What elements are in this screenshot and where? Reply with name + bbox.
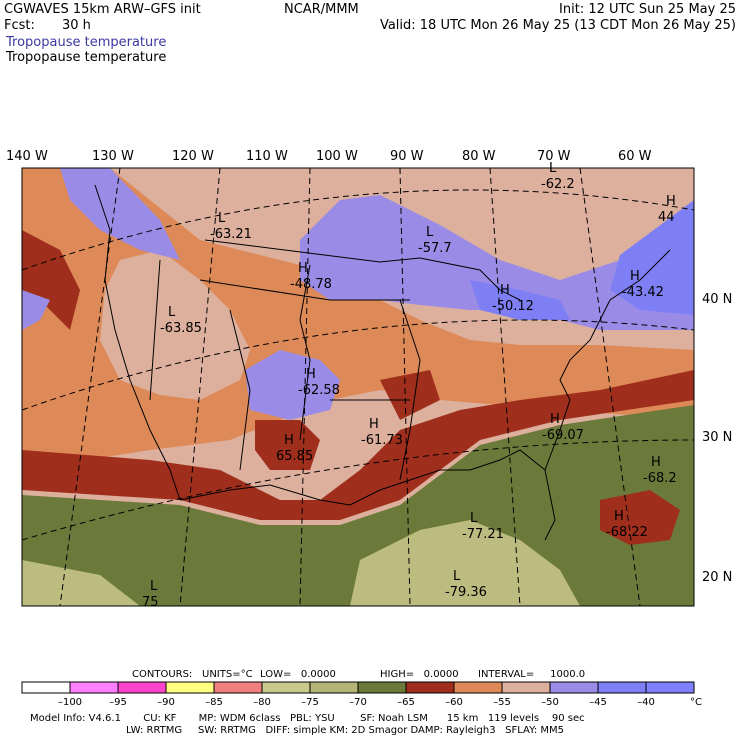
pressure-center-value: -57.7 (418, 241, 452, 256)
colorbar-label: –70 (349, 697, 367, 708)
pressure-center-value: -62.58 (298, 383, 340, 398)
pressure-center-type: H (614, 509, 624, 524)
lat-label: 30 N (702, 430, 733, 445)
lat-label: 40 N (702, 292, 733, 307)
pressure-center-value: -61.73 (361, 433, 403, 448)
pressure-center-type: L (453, 569, 461, 584)
graticule (22, 168, 694, 606)
colorbar-swatch (69, 681, 119, 694)
lon-label: 70 W (537, 149, 571, 164)
colorbar-label: –85 (205, 697, 223, 708)
colorbar-label: –95 (109, 697, 127, 708)
forecast-label: Fcst: (4, 18, 35, 33)
forecast-hours: 30 h (62, 18, 91, 33)
lon-label: 140 W (6, 149, 48, 164)
contours-label: CONTOURS: (132, 669, 193, 680)
colorbar-label: –100 (58, 697, 82, 708)
coastlines (94, 184, 671, 541)
pressure-center-type: H (651, 455, 661, 470)
pressure-center-value: 75 (142, 595, 159, 610)
pressure-center-type: H (630, 269, 640, 284)
colorbar-swatch (453, 681, 503, 694)
lon-label: 100 W (316, 149, 358, 164)
lon-label: 110 W (246, 149, 288, 164)
pressure-center-value: 44 (658, 210, 675, 225)
colorbar-labels: –100 –95 –90 –85 –80 –75 –70 –65 –60 –55 –50 –45 –40 (58, 697, 655, 708)
pressure-center-value: -68.22 (606, 525, 648, 540)
colorbar-label: –50 (541, 697, 559, 708)
pressure-center-type: H (500, 283, 510, 298)
colorbar-swatch (309, 681, 359, 694)
center-label: NCAR/MMM (284, 2, 359, 17)
pressure-center-type: L (549, 161, 557, 176)
temperature-fill (22, 168, 694, 606)
colorbar-label: –40 (637, 697, 655, 708)
pressure-center-value: -79.36 (445, 585, 487, 600)
field-title-secondary: Tropopause temperature (6, 50, 167, 65)
colorbar-swatch (645, 681, 695, 694)
pressure-center-type: L (150, 579, 158, 594)
colorbar-swatch (261, 681, 311, 694)
colorbar-label: –60 (445, 697, 463, 708)
lon-label: 130 W (92, 149, 134, 164)
pressure-center-value: -48.78 (290, 277, 332, 292)
units-label: UNITS=°C (202, 669, 253, 680)
colorbar-swatch (597, 681, 647, 694)
colorbar-swatch (549, 681, 599, 694)
interval-label: INTERVAL= 1000.0 (478, 669, 586, 680)
pressure-center-type: H (666, 194, 676, 209)
map-frame (21, 167, 695, 607)
pressure-center-type: L (218, 211, 226, 226)
colorbar-label: –90 (157, 697, 175, 708)
pressure-center-type: H (550, 412, 560, 427)
pressure-center-type: L (470, 511, 478, 526)
pressure-center-value: -63.21 (210, 227, 252, 242)
init-time: Init: 12 UTC Sun 25 May 25 (559, 2, 736, 17)
colorbar-swatch (117, 681, 167, 694)
colorbar-label: –55 (493, 697, 511, 708)
model-info-line-2: LW: RRTMG SW: RRTMG DIFF: simple KM: 2D … (126, 725, 565, 736)
pressure-center-value: -43.42 (622, 285, 664, 300)
pressure-center-type: H (369, 417, 379, 432)
valid-time: Valid: 18 UTC Mon 26 May 25 (13 CDT Mon … (379, 18, 736, 33)
colorbar-swatch (357, 681, 407, 694)
pressure-center-type: H (298, 261, 308, 276)
pressure-center-type: H (284, 433, 294, 448)
pressure-center-value: -63.85 (160, 321, 202, 336)
colorbar-label: –45 (589, 697, 607, 708)
pressure-center-type: L (426, 225, 434, 240)
low-label: LOW= 0.0000 (260, 669, 336, 680)
pressure-center-type: L (168, 305, 176, 320)
lon-label: 60 W (618, 149, 652, 164)
field-title-primary: Tropopause temperature (6, 35, 167, 50)
lon-label: 120 W (172, 149, 214, 164)
pressure-center-type: H (306, 367, 316, 382)
pressure-center-value: -68.2 (643, 471, 677, 486)
pressure-center-value: -62.2 (541, 177, 575, 192)
colorbar-swatch (213, 681, 263, 694)
lon-label: 80 W (462, 149, 496, 164)
model-title: CGWAVES 15km ARW–GFS init (4, 2, 201, 17)
colorbar-unit: °C (690, 697, 702, 708)
lon-label: 90 W (390, 149, 424, 164)
lat-label: 20 N (702, 570, 733, 585)
colorbar-swatch (165, 681, 215, 694)
pressure-center-value: -50.12 (492, 299, 534, 314)
pressure-center-layer: L-63.21 L-57.7L-62.2H-48.78 H-50.12H-43.42… (142, 161, 677, 610)
model-info-line-1: Model Info: V4.6.1 CU: KF MP: WDM 6class… (30, 713, 585, 724)
colorbar-label: –80 (253, 697, 271, 708)
colorbar-swatches (21, 681, 695, 694)
pressure-center-value: -69.07 (542, 428, 584, 443)
pressure-center-value: 65.85 (276, 449, 313, 464)
colorbar-swatch (21, 681, 71, 694)
colorbar-swatch (405, 681, 455, 694)
high-label: HIGH= 0.0000 (380, 669, 459, 680)
colorbar-label: –65 (397, 697, 415, 708)
colorbar-label: –75 (301, 697, 319, 708)
colorbar-swatch (501, 681, 551, 694)
pressure-center-value: -77.21 (462, 527, 504, 542)
